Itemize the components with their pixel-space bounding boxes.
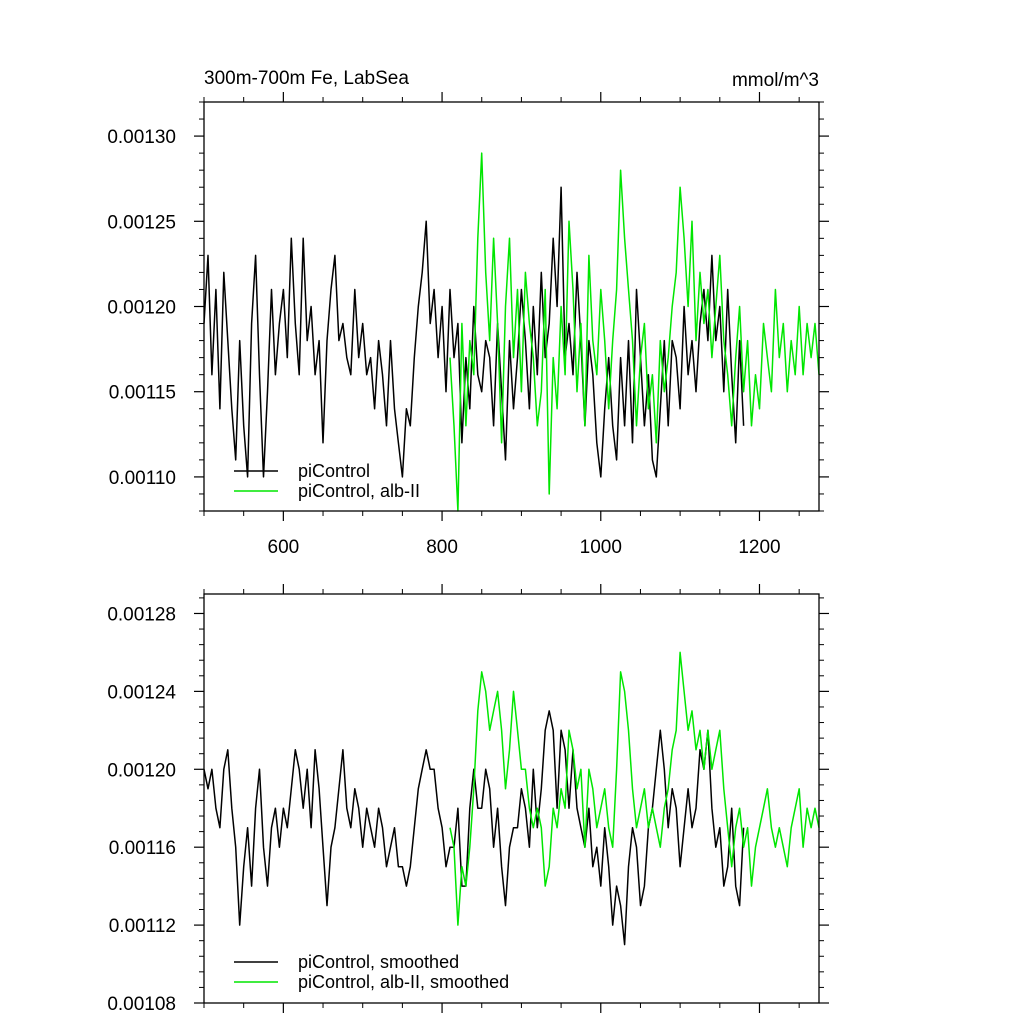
y-tick-label: 0.00110 [109, 468, 176, 489]
x-tick-label: 600 [268, 537, 300, 558]
top-panel-title: 300m-700m Fe, LabSea [204, 68, 409, 89]
y-tick-label: 0.00108 [107, 994, 176, 1015]
bottom-axes: 0.00108 0.00112 0.00116 0.00120 0.00124 0.001… [107, 584, 829, 1015]
y-tick-label: 0.00120 [107, 760, 176, 781]
y-tick-label: 0.00116 [109, 838, 176, 859]
series-line-picontrol [203, 710, 745, 946]
bottom-series-lines [203, 651, 820, 946]
y-tick-label: 0.00128 [107, 604, 176, 625]
legend-label-alb-ii: piControl, alb-II [298, 481, 420, 501]
bottom-panel: 0.00108 0.00112 0.00116 0.00120 0.00124 0.001… [107, 584, 829, 1015]
y-tick-label: 0.00120 [107, 298, 176, 319]
y-tick-label: 0.00124 [107, 682, 176, 703]
top-series-lines [203, 152, 820, 512]
y-tick-label: 0.00125 [107, 212, 176, 233]
bottom-legend: piControl, smoothed piControl, alb-II, s… [234, 952, 509, 992]
x-tick-label: 800 [426, 537, 458, 558]
top-panel: 300m-700m Fe, LabSea mmol/m^3 600 800 1000… [107, 68, 829, 558]
y-tick-label: 0.00112 [109, 916, 176, 937]
top-plot-frame [203, 101, 820, 512]
y-tick-label: 0.00130 [107, 127, 176, 148]
bottom-plot-frame [203, 593, 820, 1004]
top-panel-units: mmol/m^3 [732, 70, 819, 91]
series-line-alb-ii [449, 651, 820, 926]
top-legend: piControl piControl, alb-II [234, 461, 420, 501]
legend-label-alb-ii-smoothed: piControl, alb-II, smoothed [298, 972, 509, 992]
series-line-alb-ii [449, 152, 820, 512]
legend-label-picontrol: piControl [298, 461, 370, 481]
y-tick-label: 0.00115 [109, 383, 176, 404]
x-tick-label: 1200 [738, 537, 780, 558]
x-tick-label: 1000 [580, 537, 622, 558]
top-axes: 600 800 1000 1200 0.00110 0.00115 0.00120 0.001… [107, 92, 829, 558]
series-line-picontrol [203, 186, 745, 478]
legend-label-picontrol-smoothed: piControl, smoothed [298, 952, 459, 972]
